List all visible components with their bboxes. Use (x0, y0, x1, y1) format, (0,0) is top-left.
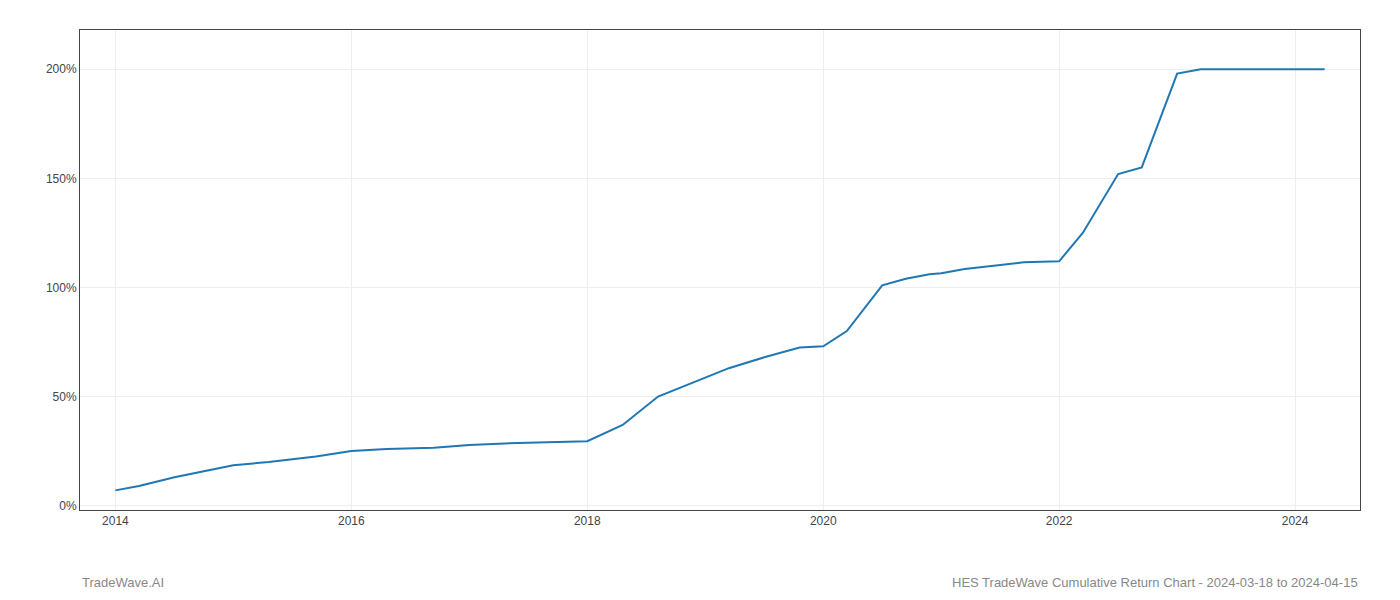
svg-text:200%: 200% (46, 62, 77, 76)
svg-text:2018: 2018 (574, 514, 601, 528)
svg-text:2024: 2024 (1282, 514, 1309, 528)
svg-text:TradeWave.AI: TradeWave.AI (82, 575, 164, 590)
svg-text:150%: 150% (46, 172, 77, 186)
svg-text:2014: 2014 (102, 514, 129, 528)
svg-text:50%: 50% (53, 390, 77, 404)
svg-text:2022: 2022 (1046, 514, 1073, 528)
svg-text:2016: 2016 (338, 514, 365, 528)
svg-text:0%: 0% (59, 499, 77, 513)
svg-text:HES TradeWave Cumulative Retur: HES TradeWave Cumulative Return Chart - … (952, 575, 1358, 590)
svg-text:2020: 2020 (810, 514, 837, 528)
svg-text:100%: 100% (46, 281, 77, 295)
